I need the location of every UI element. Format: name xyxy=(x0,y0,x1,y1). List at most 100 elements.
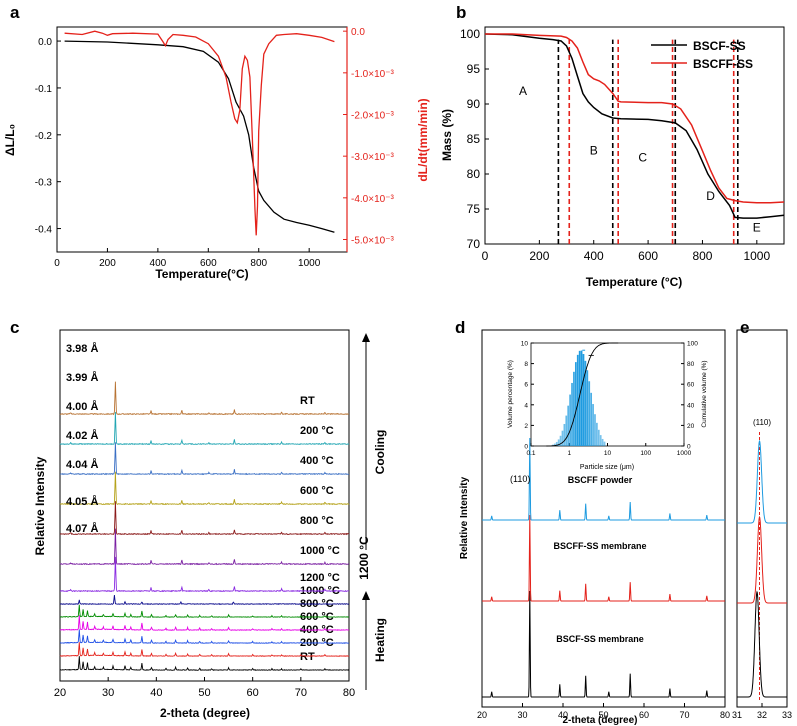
inset-bar xyxy=(561,430,564,446)
x-tick-label: 0 xyxy=(54,258,60,269)
y2-tick-label: -1.0×10⁻³ xyxy=(351,69,394,80)
panel-d-ylabel: Relative Intensity xyxy=(459,476,470,559)
x-tick-label: 70 xyxy=(295,687,307,699)
inset-y-tick-label: 0 xyxy=(524,444,528,451)
panel-b: b 0 200 400 600 800 1000 70 75 80 85 90 95 100 A B C D… xyxy=(440,3,785,289)
panel-c-x-axis: 20 30 40 50 60 70 80 xyxy=(54,677,355,699)
lattice-parameter-label: 4.04 Å xyxy=(66,458,98,471)
pattern-label-bscff-ss: BSCFF-SS membrane xyxy=(553,541,646,551)
panel-a-ylabel-right: dL/dt(mm/min) xyxy=(416,98,430,181)
xrd-pattern xyxy=(59,642,350,657)
inset-bar xyxy=(557,439,560,446)
x-tick-label: 50 xyxy=(198,687,210,699)
inset-bar xyxy=(565,415,568,446)
x-tick-label: 30 xyxy=(102,687,114,699)
panel-e: e 31 32 33 (110) xyxy=(732,318,792,720)
inset-x-tick-label: 10 xyxy=(604,450,612,457)
inset-bar xyxy=(567,405,570,446)
inset-bar xyxy=(553,443,556,446)
panel-c-xlabel: 2-theta (degree) xyxy=(160,706,250,720)
x-tick-label: 1000 xyxy=(298,258,321,269)
inset-bar xyxy=(578,350,581,446)
mass-curve-bscf-ss xyxy=(484,33,785,219)
panel-a: a 0 200 400 600 800 1000 0.0-0.1-0.2-0.3-0.4 … xyxy=(3,3,430,281)
inset-bar xyxy=(603,441,606,446)
inset-y2-tick-label: 60 xyxy=(687,382,695,389)
inset-x-tick-label: 100 xyxy=(640,450,651,457)
x-tick-label: 60 xyxy=(639,710,649,720)
inset-bar xyxy=(559,435,562,446)
lattice-parameter-label: 4.05 Å xyxy=(66,495,98,508)
x-tick-label: 600 xyxy=(200,258,217,269)
inset-bar xyxy=(584,360,587,446)
inset-bar xyxy=(573,371,575,446)
region-label-e: E xyxy=(753,221,761,235)
lattice-parameter-label: 4.00 Å xyxy=(66,400,98,413)
panel-a-xlabel: Temperature(°C) xyxy=(155,267,248,281)
inset-bar xyxy=(571,382,573,446)
xrd-pattern xyxy=(59,471,350,506)
inset-y-tick-label: 2 xyxy=(524,423,528,430)
inset-bar xyxy=(588,381,591,446)
cumulative-curve xyxy=(546,342,619,447)
panel-c-ylabel: Relative Intensity xyxy=(33,456,47,555)
xrd-pattern xyxy=(59,501,350,536)
inset-y-tick-label: 4 xyxy=(524,402,528,409)
panel-e-x-axis: 31 32 33 xyxy=(732,703,792,720)
y2-tick-label: -5.0×10⁻³ xyxy=(351,236,394,247)
panel-b-legend: BSCF-SS BSCFF-SS xyxy=(651,39,753,71)
inset-ylabel-left: Volume percentage (%) xyxy=(507,360,514,428)
xrd-pattern xyxy=(482,590,725,698)
panel-c: c 20 30 40 50 60 70 80 RT 200 °C 400 °C 600 °C 800… xyxy=(10,318,387,720)
panel-d-plot xyxy=(482,437,725,698)
particle-size-inset: 0.1 1 10 100 1000 0 2 4 6 8 10 0 20 40 60 80 100 Parti… xyxy=(507,341,708,472)
inset-x-tick-label: 0.1 xyxy=(526,450,535,457)
inset-ylabel-right: Cumulative volume (%) xyxy=(701,360,708,427)
x-tick-label: 800 xyxy=(250,258,267,269)
x-tick-label: 33 xyxy=(782,710,792,720)
panel-b-plot: A B C D E xyxy=(484,33,785,244)
inset-y-tick-label: 6 xyxy=(524,382,528,389)
panel-b-x-axis: 0 200 400 600 800 1000 xyxy=(482,240,770,263)
x-tick-label: 800 xyxy=(692,249,712,263)
xrd-pattern xyxy=(60,556,350,593)
y2-tick-label: -3.0×10⁻³ xyxy=(351,152,394,163)
inset-plot xyxy=(546,342,619,447)
inset-y-tick-label: 8 xyxy=(524,361,528,368)
y-tick-label: 70 xyxy=(467,237,481,251)
temperature-label: 400 °C xyxy=(300,455,334,467)
inset-bar xyxy=(601,438,604,446)
xrd-pattern xyxy=(482,514,725,602)
inset-bar xyxy=(580,350,583,446)
y-tick-label: 75 xyxy=(467,202,481,216)
temperature-label: RT xyxy=(300,395,315,407)
xrd-pattern xyxy=(59,615,350,632)
inset-y2-tick-label: 0 xyxy=(687,444,691,451)
inset-frame xyxy=(530,342,685,447)
hold-label: 1200 °C xyxy=(357,536,371,580)
inset-bar xyxy=(590,392,593,446)
inset-bar xyxy=(574,362,577,446)
x-tick-label: 50 xyxy=(598,710,608,720)
x-tick-label: 32 xyxy=(757,710,767,720)
panel-d-xlabel: 2-theta (degree) xyxy=(562,715,637,726)
inset-y2-tick-label: 40 xyxy=(687,402,695,409)
y-tick-label: 95 xyxy=(467,62,481,76)
inset-y2-tick-label: 100 xyxy=(687,341,698,348)
region-label-c: C xyxy=(638,151,647,165)
cooling-arrow xyxy=(362,333,370,550)
inset-bar xyxy=(597,429,600,446)
inset-bar xyxy=(569,394,571,446)
panel-b-frame xyxy=(484,26,785,245)
x-tick-label: 80 xyxy=(343,687,355,699)
y-tick-label: -0.4 xyxy=(35,225,53,236)
heating-label: Heating xyxy=(373,618,387,662)
x-tick-label: 0 xyxy=(482,249,489,263)
xrd-pattern xyxy=(59,528,349,566)
inset-x-tick-label: 1000 xyxy=(677,450,692,457)
inset-bar xyxy=(555,441,558,446)
panel-a-frame xyxy=(56,26,348,253)
heating-arrow xyxy=(362,591,370,690)
lattice-parameter-label: 4.02 Å xyxy=(66,429,98,442)
panel-c-letter: c xyxy=(10,318,19,337)
